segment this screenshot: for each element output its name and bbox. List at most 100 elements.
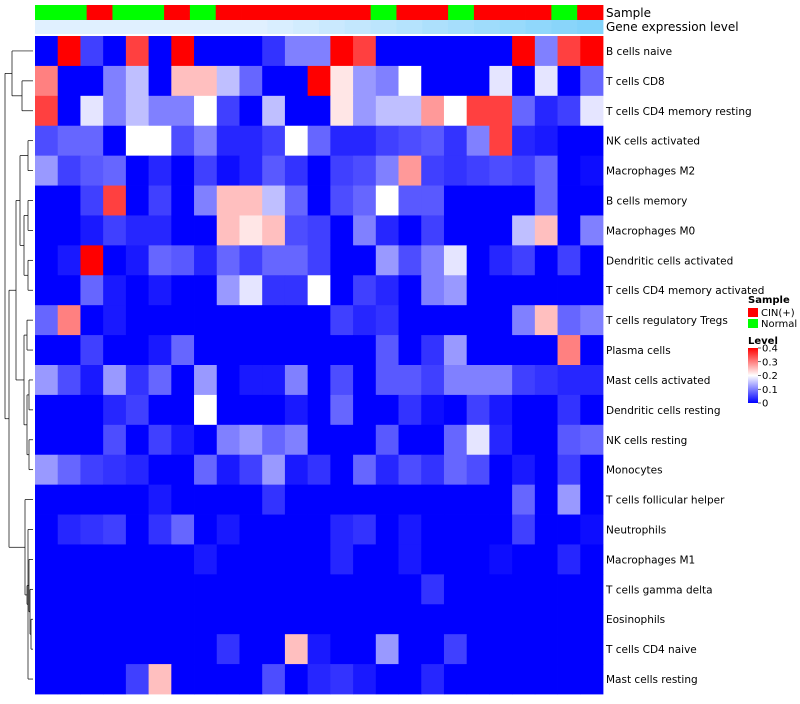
heatmap-cell [216, 574, 240, 605]
heatmap-cell [80, 275, 104, 306]
heatmap-cell [284, 155, 309, 186]
heatmap-cell [489, 275, 513, 306]
heatmap-cell [489, 305, 513, 336]
heatmap-cell [35, 185, 59, 216]
heatmap-cell [194, 604, 218, 635]
heatmap-cell [284, 365, 309, 396]
heatmap-cell [35, 245, 59, 276]
heatmap-cell [580, 125, 604, 157]
heatmap-cell [421, 125, 445, 157]
heatmap-cell [580, 215, 604, 246]
heatmap-cell [512, 215, 536, 246]
heatmap-cell [307, 604, 331, 635]
heatmap-cell [216, 125, 240, 157]
heatmap-cell [216, 365, 240, 396]
heatmap-cell [125, 305, 149, 336]
heatmap-cell [262, 574, 286, 605]
heatmap-cell [557, 335, 581, 366]
sample-annotation-cell [448, 5, 475, 20]
heatmap-cell [421, 424, 445, 456]
heatmap-cell [239, 125, 263, 157]
heatmap-cell [421, 664, 445, 695]
heatmap-cell [512, 574, 536, 605]
heatmap-cell [262, 305, 286, 336]
heatmap-cell [489, 95, 513, 127]
heatmap-cell [148, 424, 172, 456]
heatmap-cell [398, 454, 422, 486]
expression-annotation-cell [267, 20, 294, 34]
heatmap-cell [375, 335, 399, 366]
heatmap-cell [148, 544, 172, 575]
heatmap-cell [534, 365, 558, 396]
heatmap-cell [353, 245, 377, 276]
heatmap-cell [512, 245, 536, 276]
heatmap-cell [557, 424, 581, 456]
heatmap-cell [534, 394, 558, 426]
heatmap-cell [307, 245, 331, 276]
heatmap-cell [125, 424, 149, 456]
heatmap-cell [35, 664, 59, 695]
heatmap-cell [284, 514, 309, 545]
heatmap-cell [171, 215, 195, 246]
heatmap-cell [353, 95, 377, 127]
heatmap-cell [307, 65, 331, 97]
heatmap-cell [466, 484, 490, 515]
heatmap-cell [80, 574, 104, 605]
heatmap-cell [194, 155, 218, 186]
heatmap-cell [557, 185, 581, 216]
heatmap-cell [171, 604, 195, 635]
heatmap-cell [443, 574, 468, 605]
heatmap-cell [330, 215, 354, 246]
heatmap-cell [216, 664, 240, 695]
heatmap-cell [466, 245, 490, 276]
heatmap-cell [57, 305, 81, 336]
heatmap-cell [103, 484, 127, 515]
heatmap-cell [534, 604, 558, 635]
heatmap-cell [580, 634, 604, 665]
heatmap-cell [57, 544, 81, 575]
heatmap-cell [148, 125, 172, 157]
heatmap-cell [284, 185, 309, 216]
heatmap-cell [103, 245, 127, 276]
sample-annotation-cell [551, 5, 578, 20]
heatmap-cell [466, 275, 490, 306]
heatmap-cell [284, 305, 309, 336]
heatmap-cell [443, 95, 468, 127]
heatmap-cell [353, 664, 377, 695]
heatmap-cell [307, 574, 331, 605]
heatmap-cell [512, 634, 536, 665]
heatmap-cell [103, 155, 127, 186]
heatmap-cell [194, 544, 218, 575]
heatmap-cell [489, 604, 513, 635]
heatmap-cell [534, 305, 558, 336]
heatmap-cell [194, 424, 218, 456]
heatmap-cell [35, 365, 59, 396]
heatmap-cell [171, 484, 195, 515]
heatmap-cell [307, 95, 331, 127]
heatmap-cell [262, 424, 286, 456]
heatmap-cell [57, 215, 81, 246]
heatmap-cell [125, 544, 149, 575]
heatmap-cell [57, 574, 81, 605]
heatmap-cell [35, 95, 59, 127]
heatmap-cell [466, 125, 490, 157]
heatmap-cell [580, 95, 604, 127]
heatmap-cell [534, 95, 558, 127]
heatmap-cell [103, 514, 127, 545]
sample-annotation-cell [525, 5, 552, 20]
expression-annotation-cell [319, 20, 346, 34]
heatmap-cell [443, 185, 468, 216]
heatmap-cell [443, 65, 468, 97]
heatmap-cell [80, 514, 104, 545]
heatmap-cell [171, 574, 195, 605]
heatmap-cell [80, 664, 104, 695]
heatmap-cell [489, 634, 513, 665]
heatmap-cell [125, 185, 149, 216]
heatmap-cell [57, 125, 81, 157]
expression-annotation-cell [525, 20, 552, 34]
heatmap-cell [262, 65, 286, 97]
expression-annotation-cell [422, 20, 449, 34]
heatmap-cell [148, 604, 172, 635]
heatmap-cell [103, 394, 127, 426]
heatmap-cell [443, 664, 468, 695]
